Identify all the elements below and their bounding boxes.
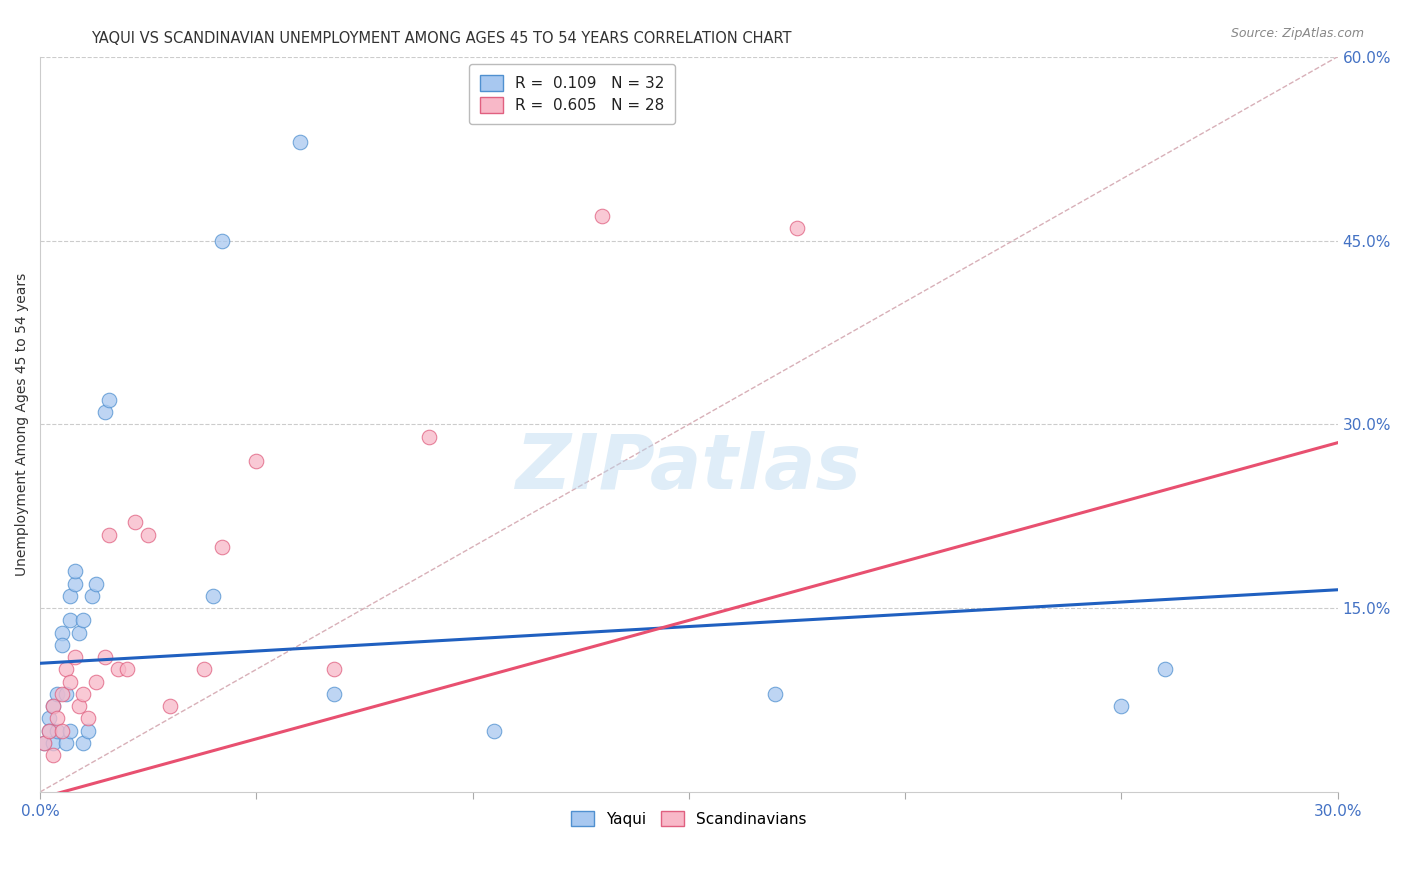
Legend: Yaqui, Scandinavians: Yaqui, Scandinavians (561, 802, 815, 836)
Point (80, 589, 103, 603)
Point (46, 711, 69, 725)
Point (42, 699, 65, 714)
Point (59, 674, 82, 689)
Point (55, 687, 77, 701)
Point (63, 565, 86, 579)
Point (159, 699, 181, 714)
Point (72, 736, 94, 750)
Point (98, 392, 121, 407)
Point (202, 589, 225, 603)
Point (591, 209, 613, 223)
Point (63, 650, 86, 665)
Point (72, 687, 94, 701)
Point (38, 711, 60, 725)
Point (193, 662, 215, 676)
Point (98, 527, 121, 541)
Point (418, 429, 440, 443)
Point (1111, 699, 1133, 714)
Point (107, 662, 129, 676)
Point (786, 221, 808, 235)
Point (323, 687, 346, 701)
Point (72, 614, 94, 628)
Point (51, 723, 73, 738)
Y-axis label: Unemployment Among Ages 45 to 54 years: Unemployment Among Ages 45 to 54 years (15, 273, 30, 576)
Point (59, 589, 82, 603)
Text: ZIPatlas: ZIPatlas (516, 432, 862, 506)
Point (115, 662, 138, 676)
Point (59, 723, 82, 738)
Point (1153, 662, 1175, 676)
Point (94, 405, 117, 419)
Point (76, 723, 98, 738)
Point (86, 576, 108, 591)
Point (46, 687, 69, 701)
Point (323, 662, 346, 676)
Point (51, 625, 73, 640)
Text: YAQUI VS SCANDINAVIAN UNEMPLOYMENT AMONG AGES 45 TO 54 YEARS CORRELATION CHART: YAQUI VS SCANDINAVIAN UNEMPLOYMENT AMONG… (91, 31, 792, 46)
Point (76, 711, 98, 725)
Point (245, 454, 267, 468)
Point (288, 136, 311, 150)
Point (484, 723, 506, 738)
Text: Source: ZipAtlas.com: Source: ZipAtlas.com (1230, 27, 1364, 40)
Point (67, 699, 90, 714)
Point (38, 723, 60, 738)
Point (763, 687, 786, 701)
Point (55, 662, 77, 676)
Point (34, 736, 56, 750)
Point (211, 234, 233, 248)
Point (67, 625, 90, 640)
Point (42, 748, 65, 763)
Point (211, 540, 233, 554)
Point (42, 699, 65, 714)
Point (51, 638, 73, 652)
Point (59, 614, 82, 628)
Point (94, 650, 117, 665)
Point (51, 687, 73, 701)
Point (34, 736, 56, 750)
Point (63, 576, 86, 591)
Point (42, 736, 65, 750)
Point (124, 516, 146, 530)
Point (38, 723, 60, 738)
Point (86, 674, 108, 689)
Point (55, 736, 77, 750)
Point (46, 723, 69, 738)
Point (136, 527, 159, 541)
